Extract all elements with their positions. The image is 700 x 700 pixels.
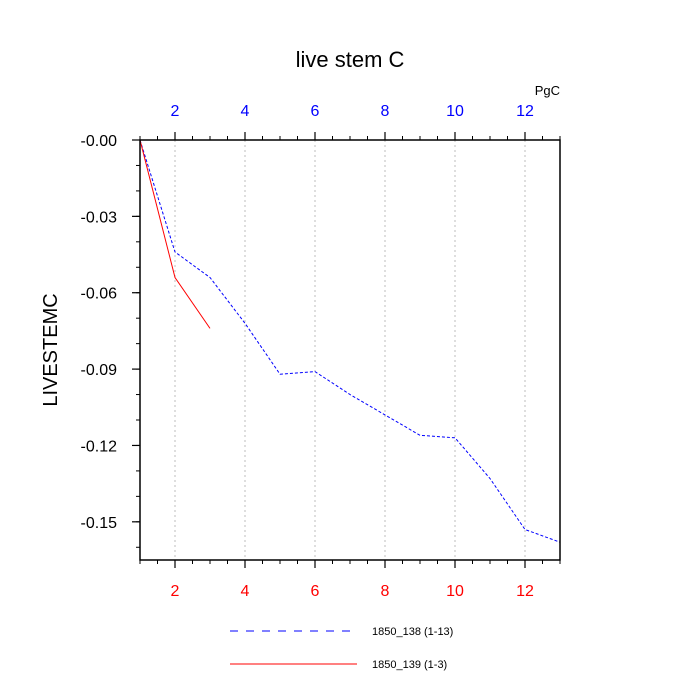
legend-label-1: 1850_138 (1-13) — [372, 626, 453, 638]
x-tick-label-bottom: 2 — [171, 583, 180, 600]
axes: 2 2 4 4 6 6 8 8 10 10 12 12 -0.15 -0.12 -0.09 -0.06 -0.0… — [81, 103, 561, 600]
chart-title: live stem C — [296, 47, 405, 72]
x-tick-label-bottom: 6 — [311, 583, 320, 600]
plot-frame — [139, 139, 561, 561]
x-tick-label-top: 4 — [241, 103, 250, 120]
x-tick-label-bottom: 10 — [446, 583, 464, 600]
series-line-2 — [139, 139, 211, 329]
y-tick-label: -0.15 — [81, 515, 118, 532]
x-tick-label-top: 12 — [516, 103, 534, 120]
grid — [174, 140, 526, 560]
x-tick-label-top: 6 — [311, 103, 320, 120]
x-tick-label-bottom: 8 — [381, 583, 390, 600]
y-axis-label: LIVESTEMC — [40, 293, 62, 406]
y-tick-label: -0.00 — [81, 133, 118, 150]
x-tick-label-bottom: 12 — [516, 583, 534, 600]
x-tick-label-top: 10 — [446, 103, 464, 120]
legend-label-2: 1850_139 (1-3) — [372, 659, 447, 671]
y-tick-label: -0.03 — [81, 209, 118, 226]
x-tick-label-top: 2 — [171, 103, 180, 120]
x-tick-label-top: 8 — [381, 103, 390, 120]
units-label: PgC — [535, 83, 560, 98]
y-tick-label: -0.09 — [81, 362, 118, 379]
x-tick-label-bottom: 4 — [241, 583, 250, 600]
series-layer — [139, 139, 561, 543]
y-tick-label: -0.12 — [81, 438, 118, 455]
series-line-1 — [139, 139, 561, 543]
legend: 1850_138 (1-13) 1850_139 (1-3) — [230, 626, 453, 671]
y-tick-label: -0.06 — [81, 286, 118, 303]
